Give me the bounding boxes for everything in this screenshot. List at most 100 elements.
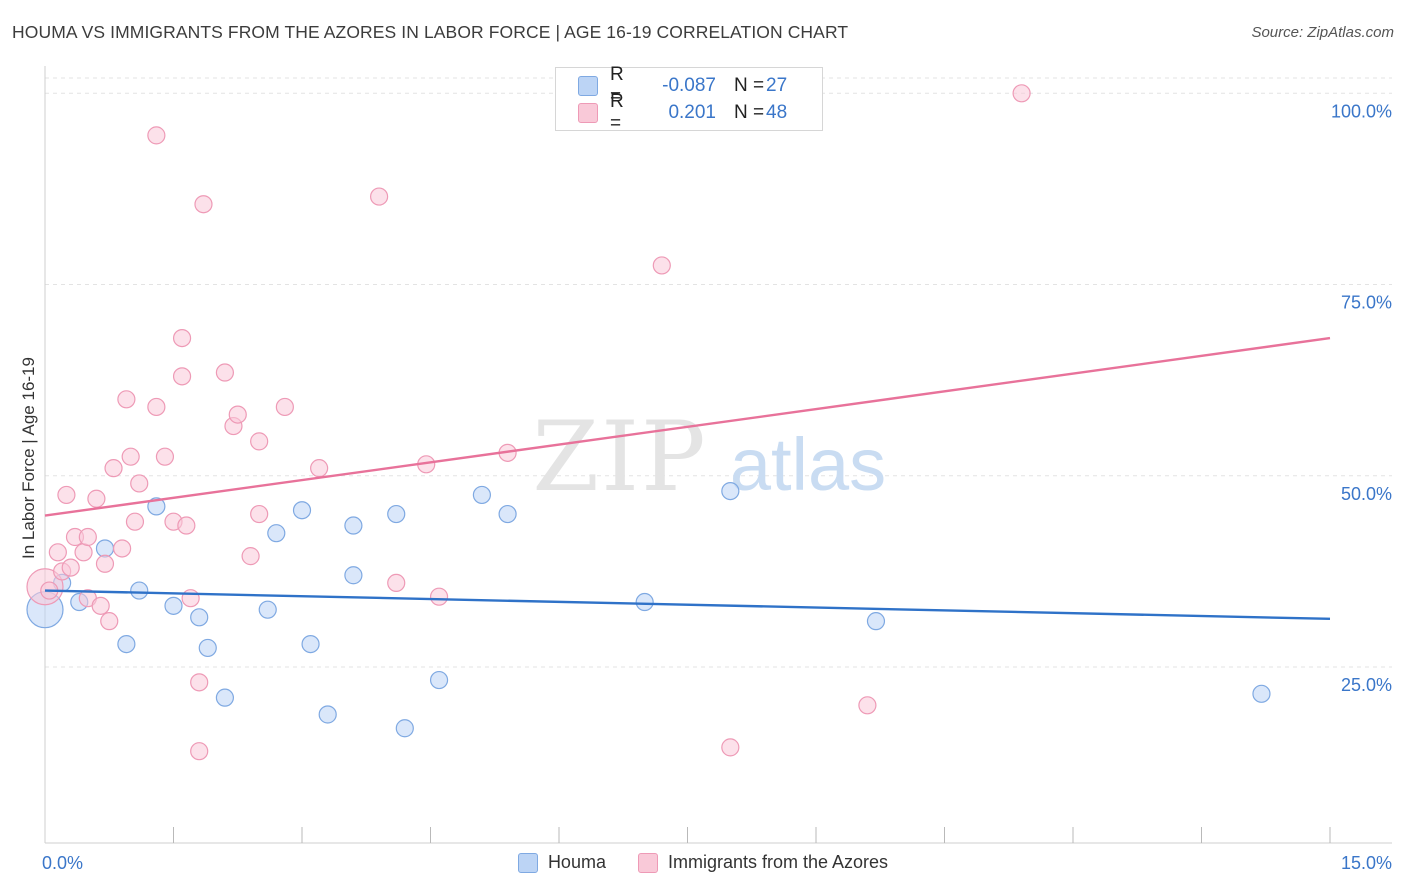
azores-point	[190, 673, 209, 692]
azores-point	[155, 447, 175, 466]
houma-point	[395, 719, 414, 738]
houma-point	[190, 608, 209, 627]
azores-point	[1012, 84, 1031, 103]
legend-swatch-houma	[578, 76, 598, 96]
houma-trend-line	[44, 589, 1331, 621]
houma-point	[130, 581, 149, 600]
houma-point	[344, 516, 363, 535]
azores-point	[74, 543, 93, 562]
azores-point	[130, 474, 149, 493]
houma-point	[301, 634, 320, 654]
houma-point	[95, 539, 115, 558]
houma-point	[498, 504, 517, 524]
azores-point	[370, 187, 389, 206]
azores-point	[91, 596, 110, 615]
azores-point	[125, 512, 145, 531]
azores-point	[387, 573, 406, 593]
azores-point	[48, 543, 67, 562]
azores-point	[78, 527, 97, 547]
azores-point	[190, 742, 209, 761]
watermark-zip: ZIP	[532, 401, 707, 513]
houma-point	[292, 501, 312, 520]
houma-point	[387, 504, 406, 524]
series-legend: Houma Immigrants from the Azores	[0, 852, 1406, 873]
houma-point	[866, 612, 886, 631]
azores-point	[241, 547, 260, 566]
legend-r-label: R =	[610, 91, 624, 134]
legend-n-value: 27	[766, 75, 788, 96]
x-tick-label: 15.0%	[1341, 853, 1392, 873]
houma-point	[635, 592, 654, 612]
source-label: Source: ZipAtlas.com	[1251, 24, 1394, 41]
azores-point	[250, 504, 269, 524]
azores-point	[721, 738, 740, 757]
legend-row-azores: R = 0.201 N = 48	[578, 91, 788, 134]
azores-point	[100, 612, 119, 631]
azores-point	[172, 329, 192, 348]
legend-n-label: N =	[734, 102, 765, 123]
azores-point	[112, 539, 132, 558]
legend-swatch-azores	[578, 103, 598, 123]
azores-point	[275, 397, 294, 417]
houma-point	[1252, 684, 1271, 703]
y-tick-label: 25.0%	[1341, 675, 1392, 695]
azores-point	[121, 447, 140, 466]
azores-point	[250, 432, 269, 451]
azores-point	[61, 558, 80, 577]
azores-point	[147, 397, 166, 417]
houma-point	[429, 670, 449, 690]
houma-point	[318, 705, 337, 724]
legend-r-label: R =	[610, 64, 624, 107]
y-axis-label: In Labor Force | Age 16-19	[19, 357, 38, 559]
legend-n-label: N =	[734, 75, 765, 96]
y-tick-label: 75.0%	[1341, 293, 1392, 313]
watermark-atlas: atlas	[730, 423, 886, 506]
azores-point	[310, 459, 329, 478]
chart-title: HOUMA VS IMMIGRANTS FROM THE AZORES IN L…	[12, 22, 849, 42]
series-label-azores: Immigrants from the Azores	[667, 852, 889, 872]
azores-point	[117, 390, 136, 409]
houma-point	[198, 638, 217, 658]
houma-point	[164, 596, 183, 615]
azores-point	[858, 696, 877, 715]
azores-point	[57, 485, 76, 505]
azores-point	[215, 363, 234, 382]
houma-point	[721, 482, 740, 501]
azores-trend-line	[44, 336, 1331, 517]
legend-n-value: 48	[766, 102, 788, 123]
trend-layer	[44, 336, 1331, 621]
azores-point	[172, 367, 192, 386]
azores-point	[87, 489, 106, 508]
houma-point	[258, 600, 277, 619]
series-swatch-azores	[637, 852, 658, 873]
houma-point	[147, 497, 166, 516]
axis-layer: 25.0% 50.0% 75.0% 100.0% 0.0% 15.0%	[42, 66, 1392, 873]
x-tick-label: 0.0%	[42, 853, 83, 873]
series-legend-azores[interactable]: Immigrants from the Azores	[637, 852, 889, 873]
grid-layer	[45, 77, 1392, 668]
series-legend-houma[interactable]: Houma	[517, 852, 606, 873]
series-label-houma: Houma	[547, 852, 606, 872]
azores-point	[147, 126, 166, 145]
series-swatch-houma	[517, 852, 538, 873]
houma-point	[267, 524, 286, 543]
azores-point	[652, 256, 671, 275]
legend-row-houma: R = -0.087 N = 27	[578, 64, 788, 107]
points-layer	[26, 84, 1271, 761]
correlation-legend: R = -0.087 N = 27 R = 0.201 N = 48	[555, 64, 823, 134]
y-tick-label: 50.0%	[1341, 484, 1392, 504]
houma-point	[215, 688, 234, 707]
legend-r-value: 0.201	[668, 102, 716, 123]
azores-point	[228, 405, 247, 424]
azores-point	[429, 587, 449, 606]
azores-point	[177, 516, 196, 535]
houma-point	[117, 634, 136, 654]
y-tick-label: 100.0%	[1331, 101, 1392, 121]
azores-point	[104, 459, 123, 478]
azores-point	[95, 554, 115, 573]
watermark: ZIP atlas	[532, 401, 886, 513]
legend-r-value: -0.087	[662, 75, 716, 96]
houma-point	[344, 566, 363, 585]
azores-point	[194, 195, 213, 214]
